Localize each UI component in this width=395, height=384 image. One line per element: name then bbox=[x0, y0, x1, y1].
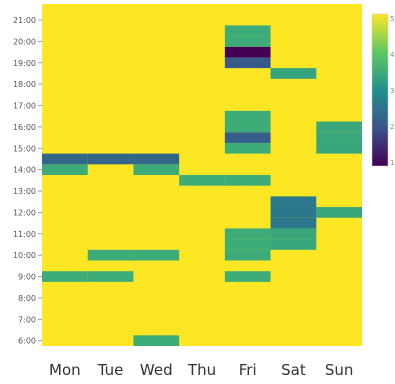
heatmap-cell bbox=[224, 142, 271, 154]
heatmap-cell bbox=[87, 153, 134, 165]
y-tick-label: 16:00 bbox=[13, 123, 36, 132]
y-tick-label: 7:00 bbox=[18, 315, 36, 324]
colorbar-tick-label: 4 bbox=[390, 51, 395, 59]
y-tick-label: 18:00 bbox=[13, 80, 36, 89]
heatmap-cell bbox=[316, 142, 362, 154]
x-tick-label-tue: Tue bbox=[97, 361, 124, 379]
colorbar-tick-label: 5 bbox=[390, 15, 394, 23]
heatmap-cell bbox=[133, 153, 180, 165]
heatmap-cell bbox=[270, 68, 317, 79]
colorbar-tick-label: 1 bbox=[390, 159, 394, 167]
heatmap-cell bbox=[224, 239, 271, 250]
colorbar-scale bbox=[371, 13, 389, 167]
heatmap-cell bbox=[270, 196, 317, 208]
heatmap-cell bbox=[179, 175, 225, 186]
heatmap-cell bbox=[224, 271, 271, 282]
y-tick-label: 12:00 bbox=[13, 208, 36, 217]
heatmap-cell bbox=[224, 25, 271, 37]
x-tick-label-sat: Sat bbox=[281, 361, 306, 379]
heatmap-cell bbox=[133, 335, 180, 346]
y-tick-label: 13:00 bbox=[13, 187, 36, 196]
colorbar-tick-label: 3 bbox=[390, 87, 394, 95]
heatmap-cell bbox=[42, 164, 88, 175]
heatmap-cell bbox=[224, 175, 271, 186]
heatmap-cell bbox=[270, 217, 317, 229]
heatmap-cell bbox=[270, 228, 317, 240]
colorbar-tick-label: 2 bbox=[390, 123, 394, 131]
x-tick-label-fri: Fri bbox=[239, 361, 257, 379]
y-tick-label: 21:00 bbox=[13, 16, 36, 25]
heatmap-cell bbox=[133, 164, 180, 175]
y-tick-label: 15:00 bbox=[13, 144, 36, 153]
heatmap-cell bbox=[224, 110, 271, 122]
heatmap-cell bbox=[270, 239, 317, 250]
heatmap-cell bbox=[87, 271, 134, 282]
x-tick-label-mon: Mon bbox=[49, 361, 81, 379]
heatmap-cell bbox=[224, 132, 271, 143]
y-tick-label: 11:00 bbox=[13, 230, 36, 239]
heatmap-cell bbox=[224, 121, 271, 133]
heatmap-cell bbox=[133, 249, 180, 261]
y-tick-label: 17:00 bbox=[13, 102, 36, 111]
y-tick-label: 9:00 bbox=[18, 273, 36, 282]
heatmap-cell bbox=[42, 153, 88, 165]
heatmap-cell bbox=[270, 207, 317, 218]
y-tick-label: 20:00 bbox=[13, 37, 36, 46]
heatmap-cell bbox=[316, 132, 362, 143]
y-tick-label: 14:00 bbox=[13, 166, 36, 175]
x-tick-label-thu: Thu bbox=[187, 361, 216, 379]
heatmap-cell bbox=[224, 249, 271, 261]
y-tick-label: 6:00 bbox=[18, 337, 36, 346]
heatmap-cell bbox=[42, 271, 88, 282]
x-tick-label-sun: Sun bbox=[325, 361, 354, 379]
heatmap-cell bbox=[87, 249, 134, 261]
heatmap-cell bbox=[224, 46, 271, 58]
heatmap-cell bbox=[224, 57, 271, 69]
heatmap-cell bbox=[316, 207, 362, 218]
y-tick-label: 8:00 bbox=[18, 294, 36, 303]
heatmap-cell bbox=[224, 228, 271, 240]
heatmap-cell bbox=[316, 121, 362, 133]
y-tick-label: 10:00 bbox=[13, 251, 36, 260]
y-tick-label: 19:00 bbox=[13, 59, 36, 68]
x-tick-label-wed: Wed bbox=[140, 361, 173, 379]
heatmap-cell bbox=[224, 36, 271, 47]
